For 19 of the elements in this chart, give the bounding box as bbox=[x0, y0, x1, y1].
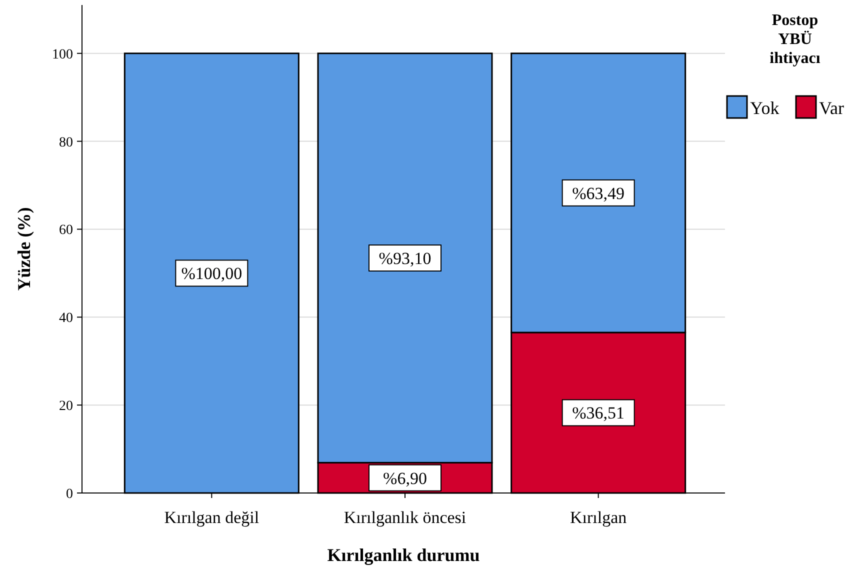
data-label: %6,90 bbox=[383, 468, 427, 488]
x-tick-label: Kırılgan değil bbox=[164, 508, 260, 527]
y-tick-label: 80 bbox=[59, 135, 73, 150]
x-axis-title: Kırılganlık durumu bbox=[327, 545, 480, 565]
y-tick-label: 60 bbox=[59, 223, 73, 238]
x-tick-label: Kırılganlık öncesi bbox=[344, 508, 466, 527]
legend-label: Var bbox=[819, 98, 844, 118]
data-label: %36,51 bbox=[572, 404, 625, 423]
data-label: %100,00 bbox=[181, 264, 242, 284]
legend-label: Yok bbox=[750, 98, 780, 118]
y-tick-label: 20 bbox=[59, 399, 73, 414]
x-tick-label: Kırılgan bbox=[570, 508, 628, 527]
y-tick-label: 0 bbox=[66, 487, 73, 502]
data-label: %63,49 bbox=[572, 184, 625, 203]
y-tick-label: 40 bbox=[59, 311, 73, 326]
y-axis-title: Yüzde (%) bbox=[14, 207, 34, 291]
legend-title: Postop YBÜ ihtiyacı bbox=[770, 12, 821, 67]
y-tick-label: 100 bbox=[52, 47, 73, 62]
data-label: %93,10 bbox=[378, 249, 432, 268]
